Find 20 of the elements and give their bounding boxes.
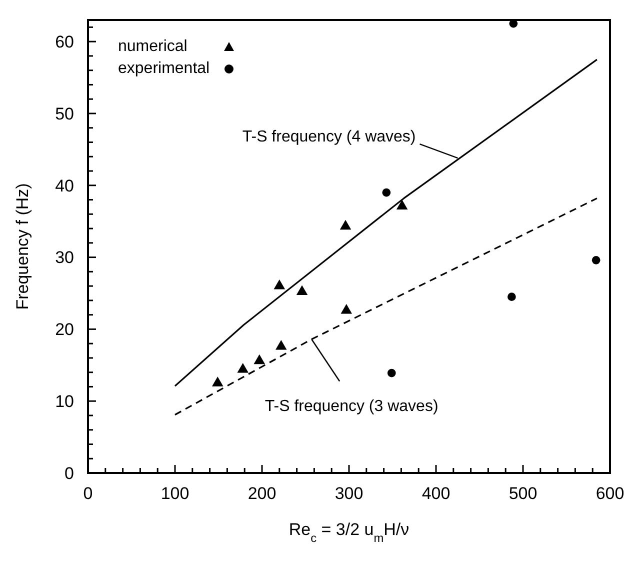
x-tick-label: 400 [422, 484, 450, 503]
y-tick-label: 30 [55, 248, 74, 268]
annotation: T-S frequency (3 waves) [264, 398, 438, 415]
legend-label: experimental [118, 59, 211, 79]
x-axis-title: Re$_{c}$ = 3/2 u$_{m}$H/ν [288, 520, 410, 545]
y-tick-label: 60 [55, 32, 74, 52]
x-tick-label: 100 [160, 484, 190, 503]
y-tick-label: 20 [55, 320, 74, 340]
legend-label: numerical [118, 37, 188, 57]
x-tick-label: 500 [508, 484, 538, 503]
x-tick-label: 300 [334, 484, 364, 503]
x-tick-label: 0 [83, 484, 93, 503]
x-tick-label: 600 [596, 484, 624, 503]
annotation: T-S frequency (4 waves) [242, 128, 416, 146]
y-tick-label: 40 [55, 176, 74, 196]
y-tick-label: 50 [55, 104, 74, 124]
x-tick-label: 200 [248, 484, 276, 503]
y-axis-title: Frequency f (Hz) [13, 183, 32, 310]
y-tick-label: 0 [64, 464, 74, 483]
y-tick-label: 10 [55, 392, 74, 412]
